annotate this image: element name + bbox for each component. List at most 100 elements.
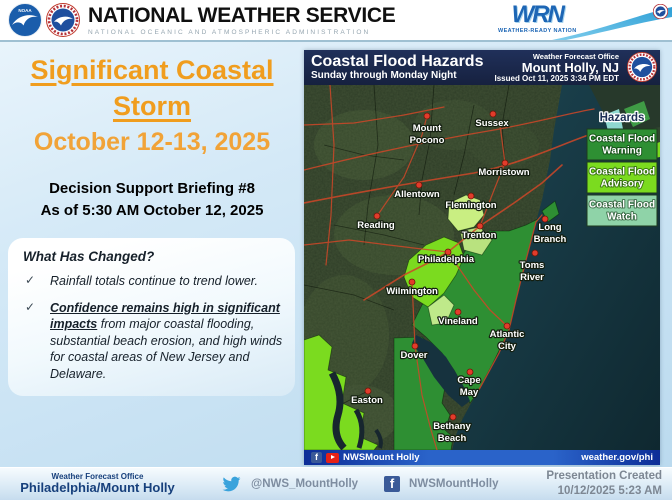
city-label: Bethany xyxy=(433,421,471,432)
city-dot xyxy=(489,110,497,118)
facebook-icon: f xyxy=(311,452,322,463)
slide-title: Significant Coastal Storm xyxy=(0,52,304,125)
map-header-bar: Coastal Flood Hazards Sunday through Mon… xyxy=(304,50,660,85)
city-label: Easton xyxy=(351,395,383,406)
map-city-reading: Reading xyxy=(356,212,396,232)
nws-mini-logo-icon xyxy=(653,4,668,19)
city-dot xyxy=(503,322,511,330)
map-office-line1: Weather Forecast Office xyxy=(532,52,619,61)
legend-label: Warning xyxy=(602,146,642,157)
city-label: Wilmington xyxy=(386,286,438,297)
map-city-flemington: Flemington xyxy=(444,192,498,212)
city-label: Morristown xyxy=(478,167,529,178)
facebook-handle: NWSMountHolly xyxy=(409,478,499,490)
city-dot xyxy=(466,368,474,376)
city-dot xyxy=(411,342,419,350)
map-city-philadelphia: Philadelphia xyxy=(417,248,476,266)
map-city-wilmington: Wilmington xyxy=(385,278,439,298)
city-label: Flemington xyxy=(445,200,496,211)
changes-item-text: Rainfall totals continue to trend lower. xyxy=(50,273,258,288)
footer-office-block: Weather Forecast Office Philadelphia/Mou… xyxy=(0,472,195,496)
nws-title: NATIONAL WEATHER SERVICE xyxy=(88,4,396,27)
changes-item-text: Confidence remains high in significant i… xyxy=(50,300,283,382)
wrn-acronym: WRN xyxy=(511,1,565,28)
map-city-vineland: Vineland xyxy=(437,308,479,328)
city-label: Vineland xyxy=(438,316,478,327)
city-label: Sussex xyxy=(475,118,509,129)
city-label: City xyxy=(498,341,517,352)
slide-title-line1: Significant Coastal xyxy=(30,55,274,85)
created-label: Presentation Created xyxy=(546,470,662,483)
city-dot xyxy=(364,387,372,395)
city-dot xyxy=(444,248,452,256)
footer-office-line1: Weather Forecast Office xyxy=(51,471,144,481)
wrn-logo: WRN WEATHER-READY NATION xyxy=(498,1,577,35)
city-label: Toms xyxy=(520,260,545,271)
city-label: Reading xyxy=(357,220,395,231)
highways xyxy=(304,85,595,450)
city-label: Long xyxy=(538,222,561,233)
city-dot xyxy=(476,222,484,230)
what-has-changed-box: What Has Changed? ✓ Rainfall totals cont… xyxy=(8,237,295,396)
legend-label: Coastal Flood xyxy=(589,200,655,211)
map-office-line2: Mount Holly, NJ xyxy=(521,59,619,75)
slide-title-line2: Storm xyxy=(112,91,191,122)
twitter-handle: @NWS_MountHolly xyxy=(251,478,359,490)
city-dot xyxy=(449,413,457,421)
changes-list: ✓ Rainfall totals continue to trend lowe… xyxy=(23,273,285,383)
nws-subtitle: NATIONAL OCEANIC AND ATMOSPHERIC ADMINIS… xyxy=(88,29,371,36)
map-bottom-bar: f NWSMount Holly weather.gov/phi xyxy=(304,450,660,465)
wrn-caption: WEATHER-READY NATION xyxy=(498,28,577,34)
city-dot xyxy=(541,215,549,223)
briefing-heading: Decision Support Briefing #8 As of 5:30 … xyxy=(0,178,304,223)
changes-item: ✓ Rainfall totals continue to trend lowe… xyxy=(23,273,285,290)
storm-date-range: October 12-13, 2025 xyxy=(33,127,271,156)
city-dot xyxy=(415,181,423,189)
slide-footer: Weather Forecast Office Philadelphia/Mou… xyxy=(0,467,672,500)
legend-label: Watch xyxy=(607,212,637,223)
city-label: Dover xyxy=(401,350,428,361)
twitter-contact: @NWS_MountHolly xyxy=(221,475,358,493)
facebook-icon: f xyxy=(384,476,401,492)
twitter-icon xyxy=(222,476,241,492)
nws-logo-icon xyxy=(627,52,657,82)
city-label: Philadelphia xyxy=(418,254,475,265)
city-dot xyxy=(531,249,539,257)
map-city-sussex: Sussex xyxy=(474,110,511,130)
city-dot xyxy=(423,112,431,120)
coastal-flood-hazards-map: Coastal Flood Hazards Sunday through Mon… xyxy=(304,50,660,465)
chesapeake-bay-arms xyxy=(328,371,383,450)
map-city-dover: Dover xyxy=(399,342,429,362)
legend-title: Hazards xyxy=(600,112,645,124)
footer-office-line2: Philadelphia/Mount Holly xyxy=(20,480,175,496)
map-city-morristown: Morristown xyxy=(477,159,531,179)
map-subtitle: Sunday through Monday Night xyxy=(311,70,457,81)
legend-swatch xyxy=(586,161,658,194)
changes-heading: What Has Changed? xyxy=(23,248,155,264)
city-label: May xyxy=(460,387,479,398)
nws-header-bar: NOAA NATIONAL WEATHER SERVICE NATIONAL O… xyxy=(0,0,672,42)
city-dot xyxy=(373,212,381,220)
map-social-handle: NWSMount Holly xyxy=(343,452,420,463)
city-label: Atlantic xyxy=(490,329,525,340)
city-label: Allentown xyxy=(394,189,440,200)
map-url: weather.gov/phi xyxy=(581,452,653,463)
briefing-panel: Significant Coastal Storm October 12-13,… xyxy=(0,44,304,465)
city-dot xyxy=(467,192,475,200)
city-label: Mount xyxy=(413,123,442,134)
nws-logo-icon xyxy=(46,3,80,37)
checkmark-icon: ✓ xyxy=(25,299,36,314)
map-city-allentown: Allentown xyxy=(393,181,441,201)
legend-label: Coastal Flood xyxy=(589,167,655,178)
